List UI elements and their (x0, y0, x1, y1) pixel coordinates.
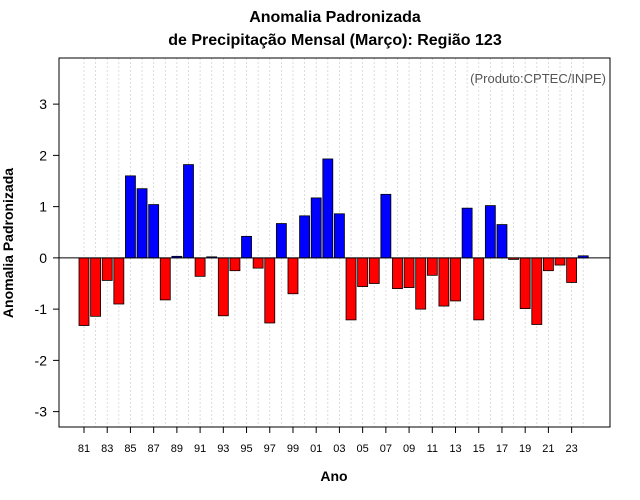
bar-11 (426, 257, 438, 276)
bar-01 (310, 197, 322, 259)
bar-16 (484, 205, 496, 259)
bar-90 (183, 164, 194, 259)
x-tick-label: 21 (542, 443, 554, 455)
bar-00 (299, 215, 310, 259)
x-tick-label: 11 (427, 443, 438, 455)
bar-83 (101, 257, 113, 281)
bar-12 (438, 257, 450, 307)
bar-99 (287, 257, 299, 295)
bar-05 (357, 257, 369, 287)
bar-22 (554, 257, 566, 266)
bar-23 (566, 257, 578, 283)
bar-82 (90, 257, 102, 317)
x-tick-label: 15 (473, 443, 485, 455)
chart-title: Anomalia Padronizada (249, 9, 421, 26)
x-tick-label: 93 (217, 443, 229, 455)
bar-84 (113, 257, 125, 305)
bar-94 (229, 257, 241, 272)
bar-93 (217, 257, 229, 317)
bar-09 (403, 257, 415, 289)
bar-17 (496, 224, 508, 259)
x-axis: 81 83 85 87 89 91 93 95 97 99 01 03 05 07 09 11 13 15 17 19… (78, 427, 578, 455)
x-tick-label: 89 (171, 443, 183, 455)
x-tick-label: 91 (194, 443, 206, 455)
x-tick-label: 17 (496, 443, 508, 455)
bar-81 (78, 257, 90, 326)
y-tick-label: 1 (39, 199, 47, 215)
bar-13 (450, 257, 461, 302)
bar-10 (415, 257, 427, 310)
x-tick-label: 01 (310, 443, 322, 455)
y-tick-label: 3 (39, 96, 47, 112)
bar-02 (322, 158, 334, 259)
x-axis-label: Ano (320, 468, 347, 484)
bar-19 (519, 257, 531, 310)
x-tick-label: 85 (124, 443, 136, 455)
x-tick-label: 99 (287, 443, 299, 455)
bar-85 (125, 175, 136, 259)
bar-98 (275, 223, 287, 259)
bar-04 (345, 257, 357, 321)
bar-91 (194, 257, 206, 277)
bar-21 (543, 257, 554, 272)
y-tick-label: -2 (35, 352, 48, 368)
chart-subtitle: de Precipitação Mensal (Março): Região 1… (168, 32, 502, 49)
x-tick-label: 07 (380, 443, 392, 455)
y-axis-label: Anomalia Padronizada (0, 168, 16, 318)
x-tick-label: 97 (264, 443, 276, 455)
source-annotation: (Produto:CPTEC/INPE) (470, 71, 606, 86)
x-tick-label: 95 (240, 443, 252, 455)
y-tick-label: -1 (35, 301, 48, 317)
bars-group (78, 158, 589, 326)
x-tick-label: 23 (565, 443, 577, 455)
bar-86 (136, 188, 148, 259)
bar-20 (531, 257, 543, 325)
grid-lines (83, 58, 584, 427)
x-tick-label: 19 (519, 443, 531, 455)
bar-08 (392, 257, 403, 290)
bar-06 (368, 257, 380, 284)
x-tick-label: 09 (403, 443, 415, 455)
x-tick-label: 87 (148, 443, 160, 455)
y-axis: -3 -2 -1 0 1 2 3 (35, 96, 59, 420)
bar-07 (380, 193, 392, 259)
bar-14 (461, 207, 473, 259)
bar-97 (264, 257, 276, 324)
bar-87 (148, 204, 160, 259)
bar-96 (252, 257, 264, 269)
y-tick-label: 2 (39, 147, 47, 163)
bar-15 (473, 257, 485, 321)
bar-03 (334, 213, 345, 259)
bar-88 (159, 257, 171, 301)
y-tick-label: 0 (39, 250, 47, 266)
bar-95 (241, 235, 252, 259)
x-tick-label: 81 (78, 443, 90, 455)
y-tick-label: -3 (35, 404, 48, 420)
x-tick-label: 13 (449, 443, 461, 455)
x-tick-label: 05 (357, 443, 369, 455)
x-tick-label: 83 (101, 443, 113, 455)
x-tick-label: 03 (333, 443, 345, 455)
plot-frame (58, 57, 611, 428)
